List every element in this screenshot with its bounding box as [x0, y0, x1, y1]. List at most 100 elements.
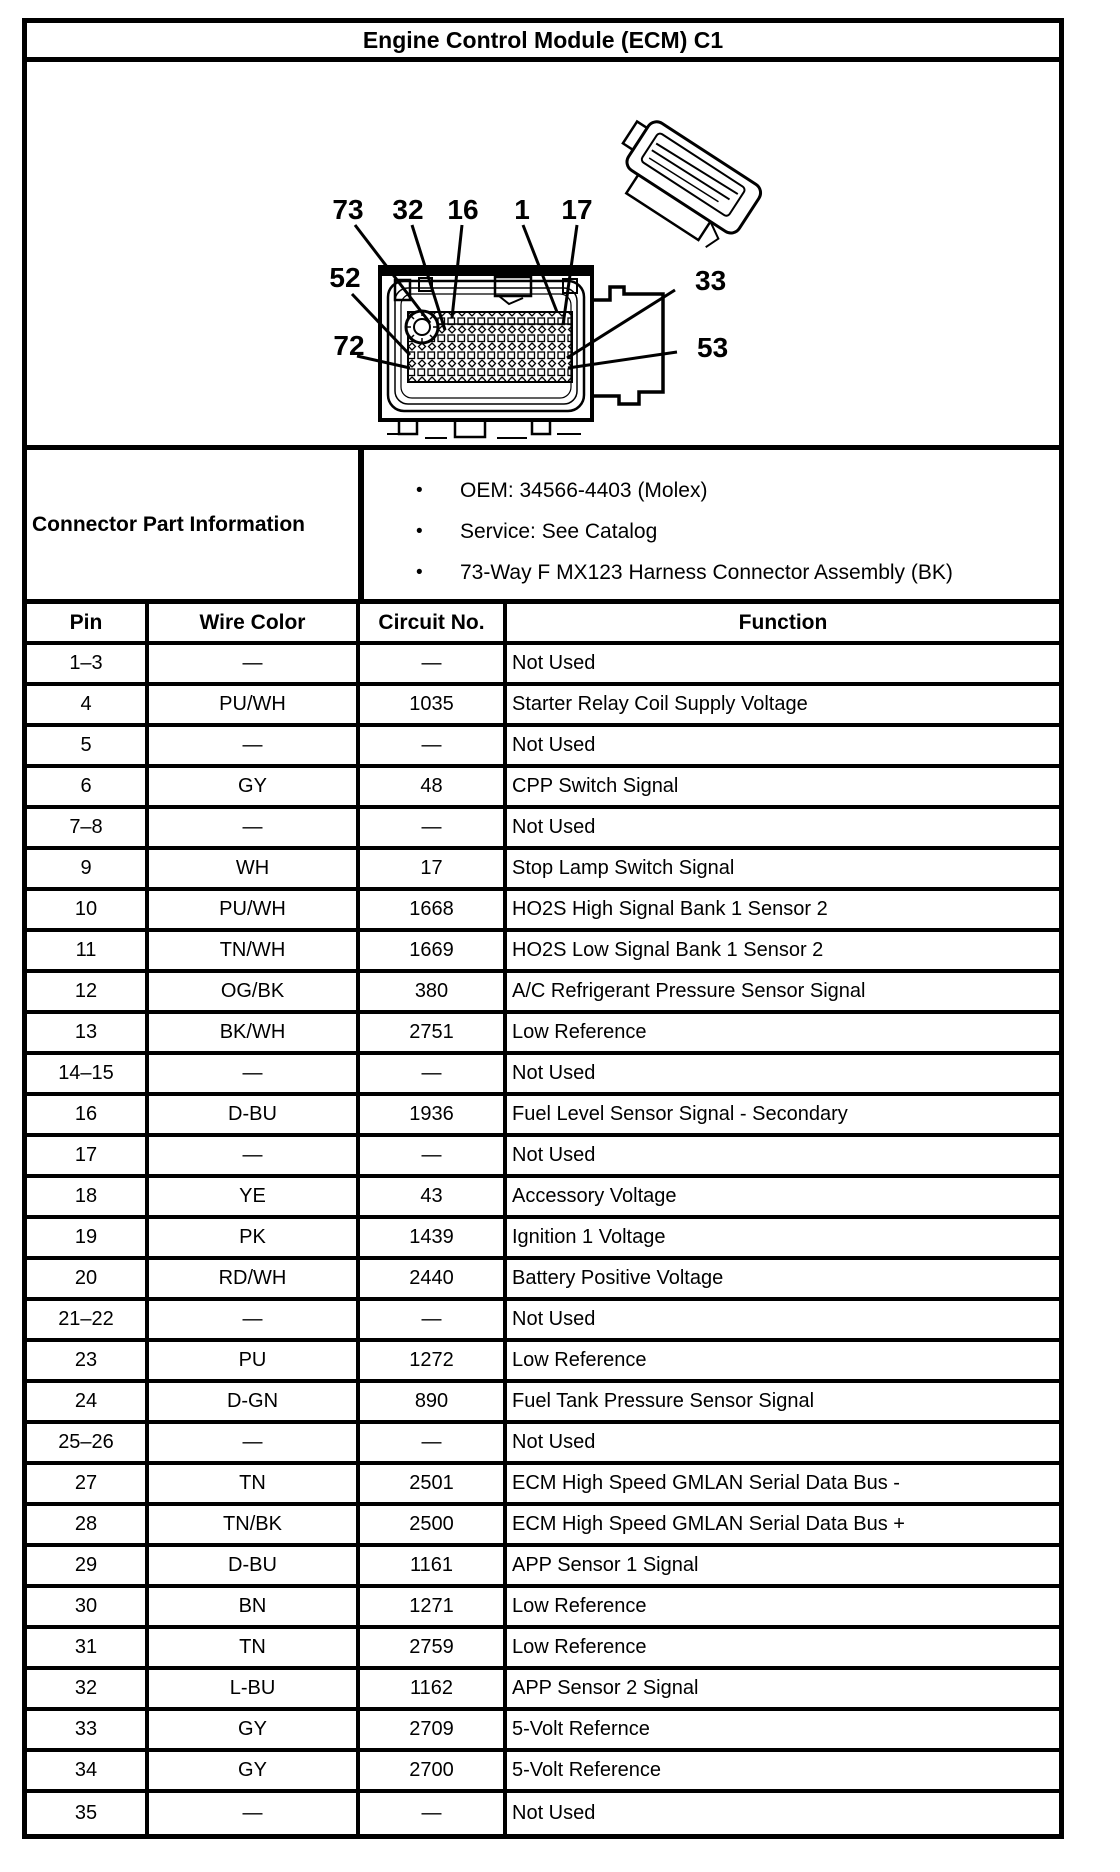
circuit-no-cell: — — [360, 645, 507, 682]
wire-color-cell: GY — [149, 1711, 360, 1748]
table-row: 21–22— — Not Used — [27, 1301, 1059, 1342]
pinout-table-body: 1–3— — Not Used 4 PU/WH 1035 Starter Relay Coi… — [27, 645, 1059, 1834]
pin-cell: 6 — [27, 768, 149, 805]
pin-cell: 17 — [27, 1137, 149, 1174]
wire-color-cell: — — [149, 645, 360, 682]
ecm-connector-sheet: Engine Control Module (ECM) C1 — [22, 18, 1064, 1839]
wire-color-cell: D-GN — [149, 1383, 360, 1420]
wire-color-cell: D-BU — [149, 1547, 360, 1584]
wire-color-cell: PU — [149, 1342, 360, 1379]
function-cell: A/C Refrigerant Pressure Sensor Signal — [512, 980, 866, 1002]
function-cell: HO2S High Signal Bank 1 Sensor 2 — [512, 898, 828, 920]
table-header-row: Pin Wire Color Circuit No. Function — [27, 604, 1059, 645]
leader-52 — [350, 292, 412, 357]
pin-cell: 12 — [27, 973, 149, 1010]
callout-label: 72 — [333, 330, 364, 361]
circuit-no-cell: — — [360, 1301, 507, 1338]
pin-cell: 9 — [27, 850, 149, 887]
table-row: 20 RD/WH 2440 Battery Positive Voltage — [27, 1260, 1059, 1301]
circuit-no-cell: 43 — [360, 1178, 507, 1215]
circuit-no-cell: 1936 — [360, 1096, 507, 1133]
circuit-no-cell: 1271 — [360, 1588, 507, 1625]
table-row: 27 TN 2501 ECM High Speed GMLAN Serial Data… — [27, 1465, 1059, 1506]
function-cell: Not Used — [512, 1431, 596, 1453]
circuit-no-cell: — — [360, 1137, 507, 1174]
callout-label: 52 — [329, 262, 360, 293]
wire-color-cell: TN/BK — [149, 1506, 360, 1543]
leader-33 — [566, 288, 676, 360]
pin-cell: 7–8 — [27, 809, 149, 846]
circuit-no-cell: 17 — [360, 850, 507, 887]
function-cell: Fuel Level Sensor Signal - Secondary — [512, 1103, 848, 1125]
circuit-no-cell: 2500 — [360, 1506, 507, 1543]
connector-side-bracket — [592, 285, 665, 406]
bullet-text: Service: See Catalog — [460, 520, 658, 543]
circuit-no-cell: 1272 — [360, 1342, 507, 1379]
table-row: 7–8— — Not Used — [27, 809, 1059, 850]
pin-cell: 30 — [27, 1588, 149, 1625]
leader-73 — [353, 224, 432, 324]
bullet-item: • Service: See Catalog — [364, 511, 1059, 552]
table-row: 29 D-BU 1161 APP Sensor 1 Signal — [27, 1547, 1059, 1588]
wire-color-cell: — — [149, 727, 360, 764]
wire-color-cell: — — [149, 1424, 360, 1461]
function-cell: Starter Relay Coil Supply Voltage — [512, 693, 808, 715]
function-cell: Not Used — [512, 652, 596, 674]
callout-label: 1 — [514, 194, 530, 225]
function-cell: Accessory Voltage — [512, 1185, 677, 1207]
table-row: 5— — Not Used — [27, 727, 1059, 768]
function-cell: 5-Volt Refernce — [512, 1718, 650, 1740]
function-cell: Fuel Tank Pressure Sensor Signal — [512, 1390, 815, 1412]
pin-cell: 23 — [27, 1342, 149, 1379]
table-row: 11 TN/WH 1669 HO2S Low Signal Bank 1 Sensor… — [27, 932, 1059, 973]
table-row: 28 TN/BK 2500 ECM High Speed GMLAN Serial D… — [27, 1506, 1059, 1547]
wire-color-cell: OG/BK — [149, 973, 360, 1010]
table-row: 17— — Not Used — [27, 1137, 1059, 1178]
leader-16 — [450, 224, 464, 319]
circuit-no-cell: 1161 — [360, 1547, 507, 1584]
function-cell: CPP Switch Signal — [512, 775, 679, 797]
pin-cell: 5 — [27, 727, 149, 764]
connector-front-view — [378, 265, 594, 439]
pin-cell: 27 — [27, 1465, 149, 1502]
circuit-no-cell: 890 — [360, 1383, 507, 1420]
table-row: 34 GY 2700 5-Volt Reference — [27, 1752, 1059, 1793]
bullet-icon: • — [416, 521, 423, 542]
table-row: 35— — Not Used — [27, 1793, 1059, 1834]
table-row: 24 D-GN 890 Fuel Tank Pressure Sensor Signa… — [27, 1383, 1059, 1424]
pin-cell: 24 — [27, 1383, 149, 1420]
wire-color-cell: PK — [149, 1219, 360, 1256]
function-cell: Not Used — [512, 734, 596, 756]
circuit-no-cell: 1439 — [360, 1219, 507, 1256]
wire-color-cell: TN — [149, 1465, 360, 1502]
circuit-no-cell: 2759 — [360, 1629, 507, 1666]
circuit-no-cell: 380 — [360, 973, 507, 1010]
function-cell: Not Used — [512, 1802, 596, 1824]
circuit-no-cell: — — [360, 1424, 507, 1461]
table-row: 25–26— — Not Used — [27, 1424, 1059, 1465]
header-cell-pin: Pin — [27, 604, 149, 641]
pin-cell: 29 — [27, 1547, 149, 1584]
wire-color-cell: YE — [149, 1178, 360, 1215]
pin-cell: 20 — [27, 1260, 149, 1297]
connector-part-information-section: Connector Part Information • OEM: 34566-… — [27, 450, 1059, 604]
circuit-no-cell: 48 — [360, 768, 507, 805]
function-cell: Low Reference — [512, 1349, 647, 1371]
loose-connector-illustration — [621, 119, 763, 248]
pin-cell: 35 — [27, 1793, 149, 1834]
circuit-no-cell: 2501 — [360, 1465, 507, 1502]
function-cell: ECM High Speed GMLAN Serial Data Bus - — [512, 1472, 900, 1494]
table-row: 23 PU 1272 Low Reference — [27, 1342, 1059, 1383]
table-row: 14–15— — Not Used — [27, 1055, 1059, 1096]
pin-cell: 14–15 — [27, 1055, 149, 1092]
table-row: 6 GY 48 CPP Switch Signal — [27, 768, 1059, 809]
function-cell: 5-Volt Reference — [512, 1759, 661, 1781]
function-cell: Not Used — [512, 1144, 596, 1166]
bullet-item: • 73-Way F MX123 Harness Connector Assem… — [364, 552, 1059, 593]
callout-label: 16 — [447, 194, 478, 225]
function-cell: ECM High Speed GMLAN Serial Data Bus + — [512, 1513, 905, 1535]
table-row: 31 TN 2759 Low Reference — [27, 1629, 1059, 1670]
bullet-text: 73-Way F MX123 Harness Connector Assembl… — [460, 561, 953, 584]
connector-diagram-svg: 73 32 16 1 17 52 72 33 53 — [329, 119, 763, 439]
circuit-no-cell: — — [360, 1793, 507, 1834]
